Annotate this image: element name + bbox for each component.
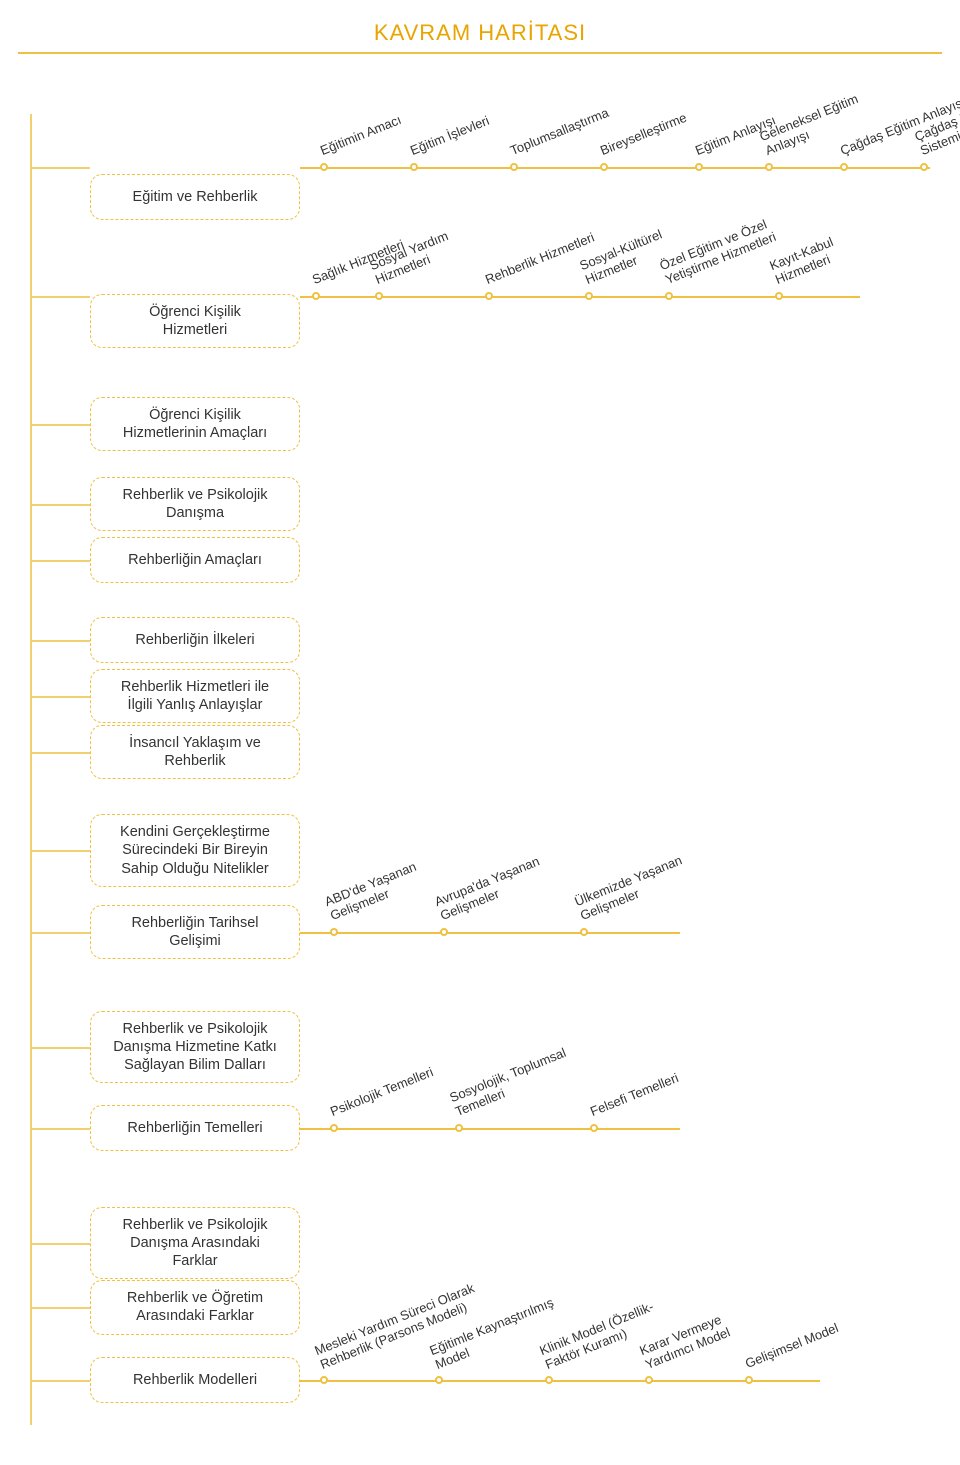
tree-row: Rehberlik ve PsikolojikDanışma Hizmetine… xyxy=(0,1011,960,1083)
concept-box: Eğitim ve Rehberlik xyxy=(90,174,300,220)
track-node xyxy=(455,1124,463,1132)
concept-box: Rehberliğin Temelleri xyxy=(90,1105,300,1151)
track-node xyxy=(775,292,783,300)
branch-track: Eğitimin AmacıEğitim İşlevleriToplumsall… xyxy=(300,167,930,169)
track-node xyxy=(440,928,448,936)
track-node-label: Toplumsallaştırma xyxy=(508,106,611,159)
track-node-label: Bireyselleştirme xyxy=(598,111,689,159)
tree-row: Öğrenci KişilikHizmetleriSağlık Hizmetle… xyxy=(0,244,960,348)
track-node xyxy=(545,1376,553,1384)
tree-row: Rehberlik ve PsikolojikDanışma xyxy=(0,476,960,532)
title-rule xyxy=(18,52,942,54)
track-node-label: Kayıt-KabulHizmetleri xyxy=(768,235,842,288)
track-node xyxy=(590,1124,598,1132)
branch-track: Sağlık HizmetleriSosyal YardımHizmetleri… xyxy=(300,296,860,298)
concept-box: Rehberliğin TarihselGelişimi xyxy=(90,905,300,959)
track-node xyxy=(485,292,493,300)
tree-row: Rehberliğin Amaçları xyxy=(0,532,960,588)
tree-row: Rehberlik Hizmetleri ileİlgili Yanlış An… xyxy=(0,668,960,724)
branch-track: ABD'de YaşananGelişmelerAvrupa'da Yaşana… xyxy=(300,932,680,934)
tree-row: Rehberlik ModelleriMesleki Yardım Süreci… xyxy=(0,1335,960,1425)
track-node xyxy=(765,163,773,171)
track-node xyxy=(580,928,588,936)
track-node xyxy=(920,163,928,171)
concept-box: Öğrenci KişilikHizmetleri xyxy=(90,294,300,348)
tree-row: Rehberliğin TarihselGelişimiABD'de Yaşan… xyxy=(0,887,960,977)
track-node-label: Eğitim İşlevleri xyxy=(408,114,491,159)
page-title: KAVRAM HARİTASI xyxy=(0,0,960,52)
tree-row: Rehberliğin TemelleriPsikolojik Temeller… xyxy=(0,1083,960,1173)
concept-box: Rehberlik ve PsikolojikDanışma Hizmetine… xyxy=(90,1011,300,1083)
track-node xyxy=(435,1376,443,1384)
concept-box: İnsancıl Yaklaşım veRehberlik xyxy=(90,725,300,779)
branch-track: Psikolojik TemelleriSosyolojik, Toplumsa… xyxy=(300,1128,680,1130)
track-node xyxy=(600,163,608,171)
track-node xyxy=(320,163,328,171)
concept-box: Öğrenci KişilikHizmetlerinin Amaçları xyxy=(90,397,300,451)
tree-row: Öğrenci KişilikHizmetlerinin Amaçları xyxy=(0,396,960,452)
track-node xyxy=(375,292,383,300)
concept-tree: Eğitim ve Rehberlik Eğitimin AmacıEğitim … xyxy=(0,114,960,1425)
track-node xyxy=(320,1376,328,1384)
track-node xyxy=(840,163,848,171)
concept-box: Rehberlik ve ÖğretimArasındaki Farklar xyxy=(90,1280,300,1334)
track-node xyxy=(312,292,320,300)
tree-row: Rehberliğin İlkeleri xyxy=(0,612,960,668)
concept-box: Rehberlik Modelleri xyxy=(90,1357,300,1403)
track-node xyxy=(665,292,673,300)
concept-box: Rehberliğin Amaçları xyxy=(90,537,300,583)
track-node-label: Eğitimin Amacı xyxy=(318,113,403,159)
concept-box: Rehberlik ve PsikolojikDanışma xyxy=(90,477,300,531)
concept-box: Kendini GerçekleştirmeSürecindeki Bir Bi… xyxy=(90,814,300,886)
track-node xyxy=(745,1376,753,1384)
track-node xyxy=(330,1124,338,1132)
tree-row: İnsancıl Yaklaşım veRehberlik xyxy=(0,724,960,780)
concept-box: Rehberliğin İlkeleri xyxy=(90,617,300,663)
track-node xyxy=(330,928,338,936)
track-node xyxy=(410,163,418,171)
track-node xyxy=(695,163,703,171)
tree-row: Rehberlik ve PsikolojikDanışma Arasındak… xyxy=(0,1207,960,1279)
concept-box: Rehberlik ve PsikolojikDanışma Arasındak… xyxy=(90,1207,300,1279)
track-node xyxy=(585,292,593,300)
track-node xyxy=(645,1376,653,1384)
branch-track: Mesleki Yardım Süreci OlarakRehberlik (P… xyxy=(300,1380,820,1382)
concept-box: Rehberlik Hizmetleri ileİlgili Yanlış An… xyxy=(90,669,300,723)
track-node xyxy=(510,163,518,171)
tree-row: Eğitim ve Rehberlik Eğitimin AmacıEğitim … xyxy=(0,114,960,220)
